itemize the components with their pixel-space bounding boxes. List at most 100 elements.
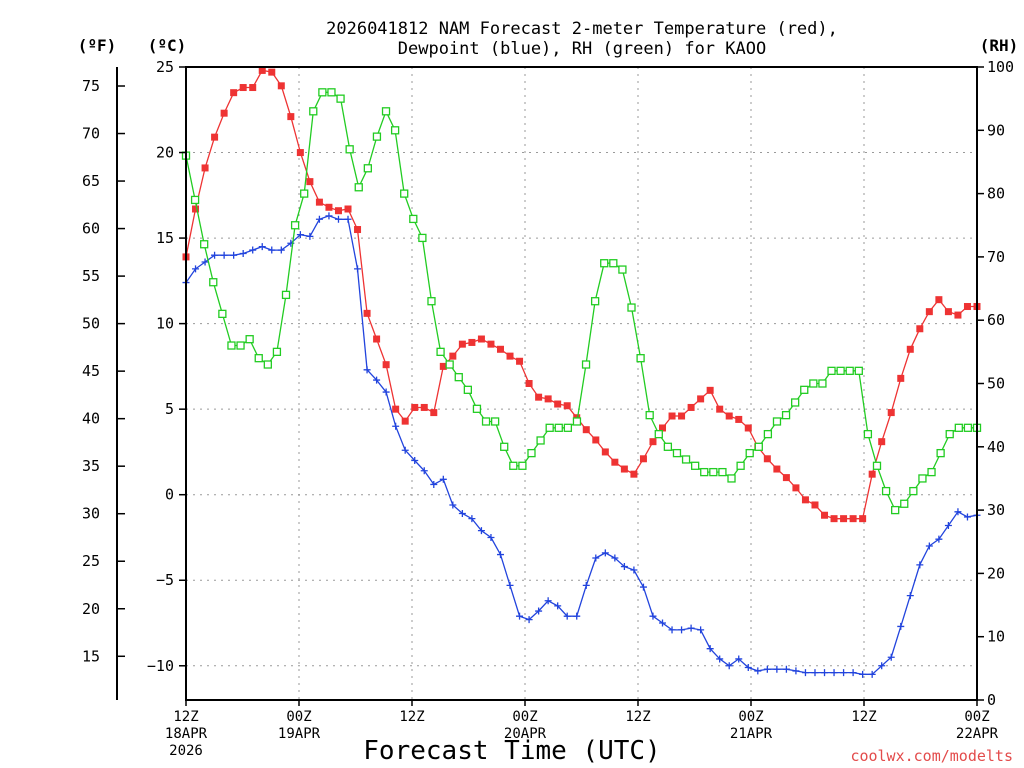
temperature-point xyxy=(382,361,390,369)
dewpoint-point xyxy=(697,626,705,634)
x-tick-label-date: 21APR xyxy=(730,726,773,742)
temperature-point xyxy=(944,308,952,316)
temperature-point xyxy=(277,82,285,90)
rh-point xyxy=(654,429,663,439)
temperature-point xyxy=(630,470,638,478)
series-temperature xyxy=(182,66,981,523)
rh-point xyxy=(827,366,836,375)
temperature-point xyxy=(430,409,438,417)
dewpoint-point xyxy=(258,243,266,251)
fahrenheit-tick-label: 55 xyxy=(82,267,100,285)
dewpoint-point xyxy=(592,554,600,562)
rh-tick-label: 20 xyxy=(987,564,1005,582)
dewpoint-point xyxy=(477,527,485,535)
dewpoint-point xyxy=(230,251,238,259)
dewpoint-point xyxy=(487,533,495,541)
dewpoint-point xyxy=(563,612,571,620)
dewpoint-point xyxy=(458,510,466,518)
dewpoint-point xyxy=(211,251,219,259)
rh-point xyxy=(572,417,582,426)
temperature-point xyxy=(563,402,571,410)
dewpoint-point xyxy=(878,662,886,670)
rh-point xyxy=(472,404,482,413)
temperature-point xyxy=(325,203,333,211)
rh-point xyxy=(900,499,909,508)
rh-point xyxy=(809,379,818,388)
dewpoint-point xyxy=(944,521,952,529)
rh-point xyxy=(281,290,291,300)
tick-layer: 2520151050−5−107570656055504540353025201… xyxy=(82,58,1014,759)
rh-point xyxy=(436,347,445,357)
temperature-point xyxy=(525,380,533,387)
temperature-point xyxy=(249,84,257,92)
rh-point xyxy=(800,385,809,394)
dewpoint-point xyxy=(821,669,829,677)
rh-point xyxy=(700,467,709,477)
dewpoint-point xyxy=(668,626,676,634)
rh-point xyxy=(754,442,763,451)
celsius-tick-label: −5 xyxy=(156,571,174,589)
temperature-point xyxy=(201,164,209,172)
dewpoint-point xyxy=(573,612,581,620)
temperature-point xyxy=(773,465,781,473)
x-tick-label-time: 00Z xyxy=(286,709,311,725)
temperature-point xyxy=(344,205,352,213)
temperature-point xyxy=(792,484,800,492)
dewpoint-point xyxy=(525,616,533,624)
dewpoint-point xyxy=(363,366,371,374)
dewpoint-point xyxy=(925,542,933,550)
temperature-point xyxy=(763,455,771,463)
dewpoint-point xyxy=(239,249,247,257)
rh-point xyxy=(454,373,463,382)
rh-point xyxy=(272,347,282,357)
temperature-point xyxy=(887,409,895,417)
celsius-tick-label: 0 xyxy=(165,486,174,504)
rh-point xyxy=(927,467,936,477)
grid-lines xyxy=(185,66,978,700)
rh-point xyxy=(727,474,736,483)
rh-point xyxy=(936,448,945,458)
dewpoint-point xyxy=(830,669,838,677)
rh-point xyxy=(409,214,418,224)
dewpoint-point xyxy=(782,665,790,673)
temperature-point xyxy=(687,403,695,411)
fahrenheit-tick-label: 15 xyxy=(82,647,100,665)
dewpoint-point xyxy=(354,265,362,273)
rh-tick-label: 10 xyxy=(987,628,1005,646)
rh-tick-label: 70 xyxy=(987,248,1005,266)
temperature-point xyxy=(468,338,476,346)
rh-point xyxy=(190,195,200,205)
rh-point xyxy=(709,467,718,477)
celsius-unit-label: (ºC) xyxy=(148,36,187,55)
x-tick-label-date: 20APR xyxy=(504,726,547,742)
rh-tick-label: 40 xyxy=(987,438,1005,456)
temperature-point xyxy=(535,393,543,401)
dewpoint-point xyxy=(735,655,743,663)
dewpoint-point xyxy=(468,515,476,523)
fahrenheit-tick-label: 65 xyxy=(82,172,100,190)
rh-unit-label: (RH) xyxy=(980,36,1019,55)
temperature-point xyxy=(363,309,371,317)
celsius-tick-label: 10 xyxy=(156,315,174,333)
temperature-point xyxy=(458,340,466,348)
fahrenheit-tick-label: 75 xyxy=(82,77,100,95)
fahrenheit-tick-label: 30 xyxy=(82,505,100,523)
x-axis-label: Forecast Time (UTC) xyxy=(363,736,660,766)
temperature-point xyxy=(411,403,419,411)
temperature-point xyxy=(639,455,647,463)
rh-point xyxy=(254,354,263,363)
temperature-point xyxy=(840,515,848,523)
rh-point xyxy=(891,505,900,515)
temperature-point xyxy=(544,395,552,403)
rh-point xyxy=(327,88,336,97)
temperature-point xyxy=(916,325,924,333)
rh-tick-label: 100 xyxy=(987,58,1014,76)
dewpoint-point xyxy=(716,655,724,663)
series-dewpoint xyxy=(182,212,981,678)
rh-point xyxy=(381,107,391,116)
temperature-point xyxy=(859,515,867,523)
dewpoint-point xyxy=(906,592,914,600)
series-layer xyxy=(181,66,982,678)
temperature-point xyxy=(401,417,409,425)
temperature-point xyxy=(744,424,752,432)
